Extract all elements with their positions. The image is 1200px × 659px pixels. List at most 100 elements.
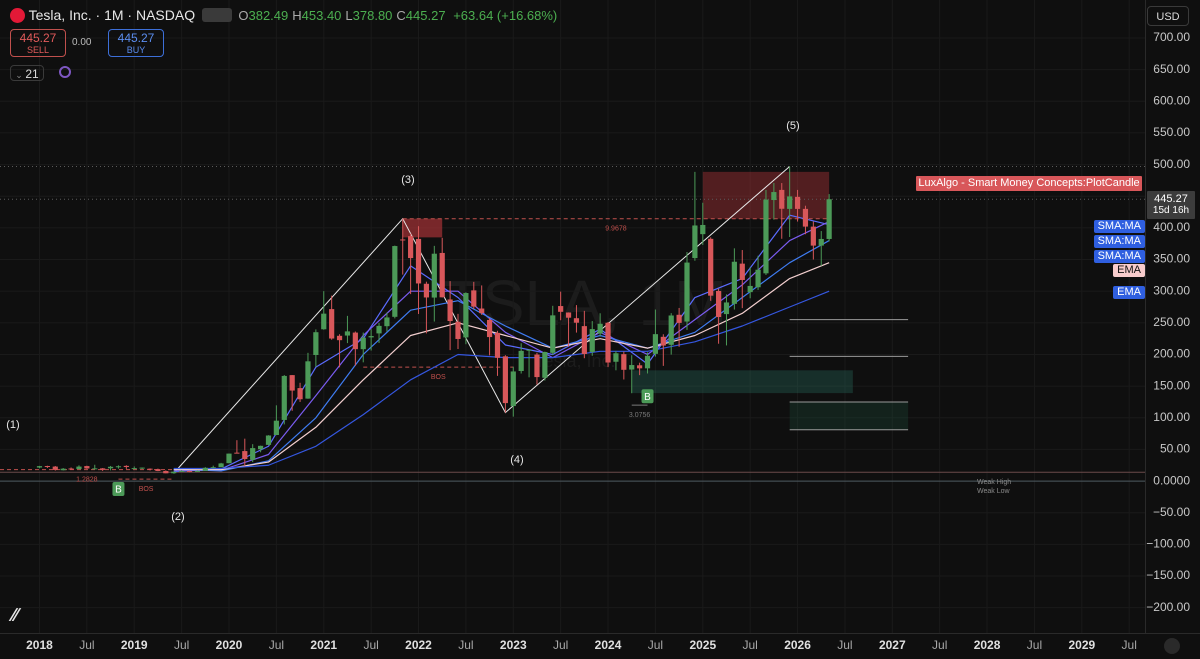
last-price-tag: 445.27 15d 16h [1147,191,1195,219]
wave-label: (1) [6,419,19,431]
indicator-tag: EMA [1113,286,1145,299]
candle-body [771,192,777,201]
wave-label: (2) [171,511,184,523]
candle-body [289,375,295,391]
candle-body [510,371,516,407]
candle-body [163,471,169,474]
candle-body [305,361,311,399]
zone [789,401,909,430]
candle-body [787,196,793,209]
candle-body [684,262,690,322]
sell-price: 445.27 [19,31,57,45]
x-tick-label: 2022 [405,638,432,652]
sell-button[interactable]: 445.27 SELL [10,29,66,57]
candle-body [202,467,208,471]
candle-body [336,335,343,341]
wave-line [173,166,790,474]
candle-body [281,375,287,420]
candle-body [84,466,90,469]
candle-body [52,466,58,470]
candle-body [384,317,390,327]
x-tick-label: 2024 [595,638,622,652]
candle-body [471,290,477,307]
x-tick-label: 2023 [500,638,527,652]
candle-body [400,239,406,241]
y-tick-label: 500.00 [1153,157,1190,171]
indicator-label: LuxAlgo - Smart Money Concepts:PlotCandl… [916,176,1142,191]
candle-body [518,350,524,372]
y-tick-label: −50.00 [1153,505,1190,519]
candle-body [226,453,232,464]
candle-body [463,293,469,338]
interval-button[interactable]: ⌄ 21 [10,65,44,81]
candle-body [321,313,327,330]
x-tick-label: 2020 [216,638,243,652]
x-tick-label: 2018 [26,638,53,652]
candle-body [810,226,816,246]
candle-body [139,467,145,469]
candle-body [794,196,801,209]
x-tick-label: 2029 [1068,638,1095,652]
y-tick-label: 100.00 [1153,410,1190,424]
candle-body [218,463,224,468]
spread: 0.00 [72,37,92,48]
signal-label: B [115,485,122,496]
candle-body [589,329,595,352]
candle-body [558,306,564,312]
signal-marker [641,389,654,404]
x-tick-label: Jul [1027,638,1042,652]
candles [36,166,832,474]
candle-body [755,269,761,288]
replay-icon[interactable] [59,66,71,78]
candle-body [107,466,114,469]
candle-body [715,290,722,318]
x-tick-label: Jul [458,638,473,652]
candle-body [826,199,832,239]
y-tick-label: 250.00 [1153,315,1190,329]
candle-body [723,302,730,315]
level-label: Weak High [977,479,1011,486]
y-tick-label: 400.00 [1153,220,1190,234]
ohlc-readout: O382.49 H453.40 L378.80 C445.27 [238,8,449,23]
candle-body [644,355,651,369]
signal-marker [112,482,125,497]
candle-body [613,353,619,362]
candle-body [455,321,461,339]
currency-button[interactable]: USD [1147,6,1189,26]
compare-toggle[interactable] [201,8,232,22]
x-tick-label: Jul [837,638,852,652]
candle-body [526,349,532,351]
candle-body [605,322,611,363]
candle-body [565,312,572,318]
indicator-tag: SMA:MA [1093,220,1145,233]
symbol[interactable]: Tesla, Inc. · 1M · NASDAQ [28,7,196,23]
change: +63.64 (+16.68%) [453,8,558,23]
buy-button[interactable]: 445.27 BUY [108,29,164,57]
candle-body [652,334,659,354]
auto-scale-button[interactable] [1164,638,1180,654]
y-tick-label: 200.00 [1153,347,1190,361]
level-label: BOS [139,486,154,493]
candle-body [573,318,580,323]
wave-label: (4) [510,454,523,466]
ohlc-value: 445.27 [405,8,446,23]
candle-body [494,332,501,358]
wave-label: (5) [786,120,799,132]
symbol-logo [10,8,25,23]
buy-label: BUY [126,45,146,55]
candle-body [179,470,185,472]
candle-body [668,315,674,345]
ohlc-value: 453.40 [301,8,342,23]
candle-body [352,332,358,350]
sell-label: SELL [26,45,50,55]
candle-body [313,332,319,355]
candle-body [265,435,272,445]
candle-body [415,238,422,284]
candle-body [234,452,240,454]
candle-body [621,354,627,370]
zones [0,165,1145,482]
candle-body [692,225,698,259]
watermark-sub: Tesla, Inc. [534,351,615,371]
candle-body [629,365,635,370]
